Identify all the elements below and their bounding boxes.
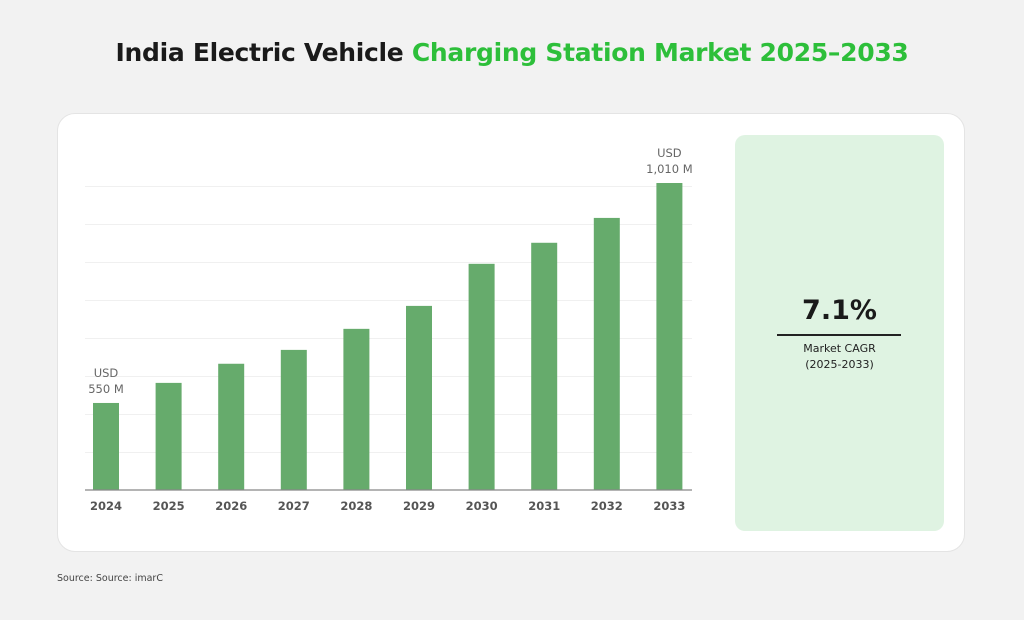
x-tick-label: 2031 [528,499,560,513]
source: Source: Source: imarC [57,573,163,584]
bar [656,183,683,490]
x-tick-label: 2027 [278,499,310,513]
bar [593,217,620,491]
bar [531,242,558,490]
x-tick-label: 2030 [466,499,498,513]
bar [93,402,119,490]
cagr-value: 7.1% [802,295,877,326]
grid-background [85,186,692,490]
cagr-panel: 7.1% Market CAGR (2025-2033) [735,135,944,531]
value-label: USD 1,010 M [646,146,693,176]
title-text: India Electric Vehicle [115,38,404,67]
cagr-period: (2025-2033) [805,358,874,371]
x-tick-label: 2033 [653,499,685,513]
bar [155,382,182,490]
bar [343,328,370,490]
bar [218,363,245,490]
title: India Electric Vehicle Charging Station … [0,38,1024,67]
x-tick-label: 2028 [340,499,372,513]
x-tick-label: 2029 [403,499,435,513]
bar [468,263,495,490]
cagr-label: Market CAGR [803,342,876,355]
value-label: USD 550 M [88,365,124,396]
title-highlight: Charging Station Market 2025–2033 [411,38,909,67]
bar [280,349,307,490]
x-tick-label: 2032 [591,499,623,513]
x-tick-label: 2024 [90,499,122,513]
x-tick-label: 2026 [215,499,247,513]
x-tick-label: 2025 [153,499,185,513]
bar [406,305,432,490]
divider [777,334,901,336]
